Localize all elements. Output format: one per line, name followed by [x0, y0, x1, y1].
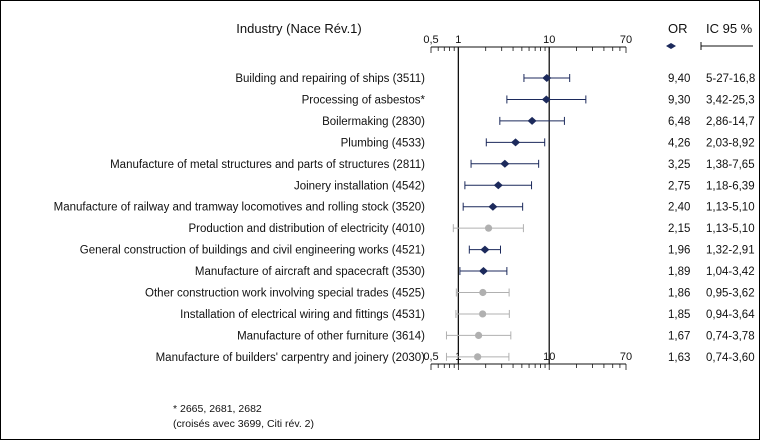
or-value: 9,30	[668, 94, 690, 106]
or-value: 1,96	[668, 245, 690, 257]
ci-value: 0,74-3,60	[706, 352, 755, 364]
x-tick-label-top: 10	[543, 34, 555, 46]
or-point	[474, 331, 483, 339]
x-tick-label-top: 70	[620, 34, 632, 46]
or-point	[479, 310, 487, 318]
row-label: Other construction work involving specia…	[145, 288, 425, 300]
row-label: Manufacture of aircraft and spacecraft (…	[195, 266, 425, 278]
row-label: Manufacture of other furniture (3614)	[237, 330, 425, 342]
ci-value: 1,04-3,42	[706, 266, 755, 278]
ci-value: 1,38-7,65	[706, 159, 755, 171]
x-tick-label-bottom: 70	[620, 351, 632, 363]
or-value: 3,25	[668, 159, 690, 171]
or-value: 2,40	[668, 202, 690, 214]
row-label: Plumbing (4533)	[341, 137, 426, 149]
row-label: Manufacture of railway and tramway locom…	[54, 202, 426, 214]
ci-value: 1,13-5,10	[706, 202, 755, 214]
ci-value: 0,74-3,78	[706, 330, 755, 342]
or-value: 9,40	[668, 73, 690, 85]
x-tick-label-top: 1	[455, 34, 461, 46]
or-value: 4,26	[668, 137, 690, 149]
row-label: Boilermaking (2830)	[322, 116, 425, 128]
or-column-header: OR	[668, 21, 688, 36]
ci-value: 1,32-2,91	[706, 245, 755, 257]
row-label: Manufacture of builders' carpentry and j…	[156, 352, 426, 364]
or-value: 1,85	[668, 309, 690, 321]
or-value: 2,75	[668, 180, 690, 192]
ci-value: 2,03-8,92	[706, 137, 755, 149]
x-tick-label-top: 0,5	[423, 34, 438, 46]
ci-value: 1,13-5,10	[706, 223, 755, 235]
or-point	[542, 74, 552, 82]
or-value: 6,48	[668, 116, 690, 128]
or-point	[484, 224, 493, 232]
chart-title: Industry (Nace Rév.1)	[236, 21, 361, 36]
or-value: 1,89	[668, 266, 690, 278]
ci-value: 3,42-25,3	[706, 94, 755, 106]
or-point	[479, 288, 487, 297]
legend-or-marker	[666, 43, 676, 49]
x-tick-label-bottom: 0,5	[423, 351, 438, 363]
row-label: Joinery installation (4542)	[294, 180, 425, 192]
row-label: Building and repairing of ships (3511)	[235, 73, 425, 85]
ci-value: 1,18-6,39	[706, 180, 755, 192]
row-label: Installation of electrical wiring and fi…	[180, 309, 425, 321]
or-point	[527, 116, 537, 125]
row-label: General construction of buildings and ci…	[80, 245, 425, 257]
row-label: Manufacture of metal structures and part…	[110, 159, 425, 171]
or-point	[474, 353, 482, 361]
footnote-line-1: * 2665, 2681, 2682	[173, 403, 262, 415]
or-value: 2,15	[668, 223, 690, 235]
or-point	[493, 181, 503, 190]
ci-value: 2,86-14,7	[706, 116, 755, 128]
or-point	[480, 245, 490, 254]
or-point	[488, 202, 498, 211]
footnote-line-2: (croisés avec 3699, Citi rév. 2)	[173, 418, 315, 430]
row-label: Production and distribution of electrici…	[188, 223, 425, 235]
or-value: 1,63	[668, 352, 690, 364]
or-point	[541, 95, 551, 104]
or-point	[478, 267, 488, 276]
or-value: 1,86	[668, 288, 690, 300]
ci-value: 0,95-3,62	[706, 288, 755, 300]
row-label: Processing of asbestos*	[302, 94, 426, 106]
or-point	[500, 159, 510, 168]
ci-value: 0,94-3,64	[706, 309, 755, 321]
or-value: 1,67	[668, 330, 690, 342]
or-point	[511, 138, 521, 147]
ci-value: 5-27-16,8	[706, 73, 755, 85]
ci-column-header: IC 95 %	[706, 21, 753, 36]
